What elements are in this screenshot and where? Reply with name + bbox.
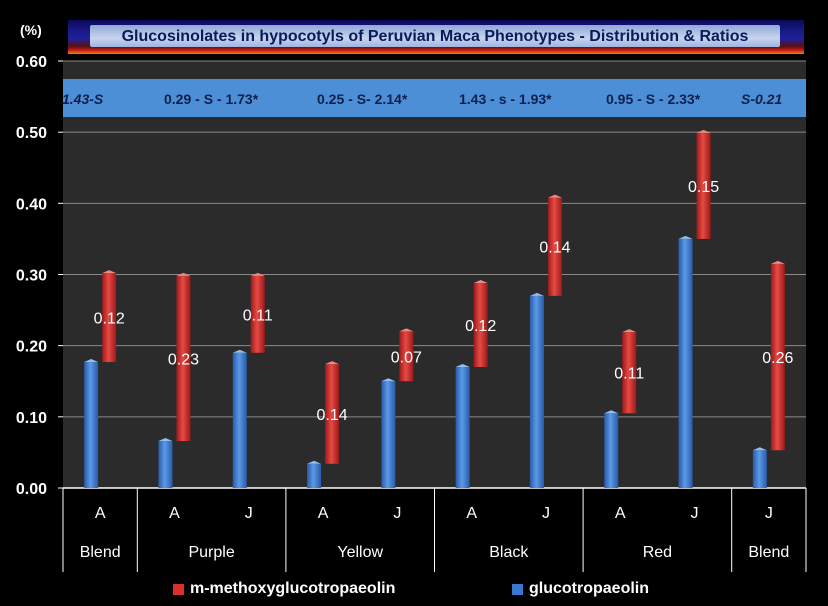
methoxy-bar-cap [696, 129, 711, 133]
methoxy-bar [325, 364, 340, 464]
methoxy-bar-cap [250, 272, 265, 276]
methoxy-bar [102, 273, 117, 363]
glucotropaeolin-bar [232, 352, 247, 488]
glucotropaeolin-bar [604, 413, 619, 488]
y-tick-label: 0.60 [16, 54, 47, 71]
x-category-label: J [765, 505, 773, 522]
methoxy-bar-cap [770, 260, 785, 264]
x-category-label: A [466, 505, 477, 522]
data-label: 0.11 [243, 307, 273, 324]
x-category-label: J [691, 505, 699, 522]
glucotropaeolin-bar-cap [232, 349, 247, 353]
glucotropaeolin-bar-cap [307, 460, 322, 464]
legend-swatch [173, 583, 184, 595]
data-label: 0.14 [316, 407, 347, 424]
data-label: 0.26 [762, 350, 793, 367]
data-label: 0.14 [539, 240, 570, 257]
x-group-label: Blend [748, 544, 789, 561]
glucotropaeolin-bar [752, 450, 767, 488]
methoxy-bar-cap [622, 329, 637, 333]
x-group-label: Yellow [337, 544, 383, 561]
glucotropaeolin-bar-cap [604, 410, 619, 414]
y-tick-label: 0.30 [16, 268, 47, 285]
methoxy-bar-cap [102, 270, 117, 274]
legend-swatch [512, 583, 523, 595]
ratio-label: 0.95 - S - 2.33* [606, 91, 701, 107]
x-group-label: Purple [188, 544, 234, 561]
chart-title-banner: Glucosinolates in hypocotyls of Peruvian… [68, 20, 804, 54]
glucotropaeolin-bar [381, 381, 396, 488]
methoxy-bar [770, 263, 785, 451]
x-category-label: J [245, 505, 253, 522]
data-label: 0.12 [465, 318, 496, 335]
ratio-label: 1.43 - s - 1.93* [459, 91, 552, 107]
ratio-banner [63, 79, 806, 117]
x-group-label: Black [489, 544, 529, 561]
glucotropaeolin-bar-cap [752, 447, 767, 451]
methoxy-bar [696, 132, 711, 239]
data-label: 0.11 [614, 366, 644, 383]
legend-item: glucotropaeolin [512, 578, 649, 600]
methoxy-bar-cap [325, 361, 340, 365]
glucotropaeolin-bar [84, 362, 99, 488]
glucotropaeolin-bar-cap [678, 235, 693, 239]
glucotropaeolin-bar-cap [158, 438, 173, 442]
chart-title: Glucosinolates in hypocotyls of Peruvian… [121, 28, 749, 45]
y-tick-label: 0.20 [16, 339, 47, 356]
x-category-label: A [95, 505, 106, 522]
legend-label: m-methoxyglucotropaeolin [190, 580, 396, 597]
x-group-label: Blend [80, 544, 121, 561]
methoxy-bar-cap [547, 194, 562, 198]
glucotropaeolin-bar [678, 238, 693, 488]
methoxy-bar-cap [399, 328, 414, 332]
glucotropaeolin-bar [455, 367, 470, 488]
x-category-label: A [318, 505, 329, 522]
methoxy-bar [547, 197, 562, 296]
methoxy-bar [176, 275, 191, 442]
methoxy-bar-cap [176, 272, 191, 276]
methoxy-bar [622, 332, 637, 414]
x-category-label: J [393, 505, 401, 522]
ratio-label: 0.25 - S- 2.14* [317, 91, 408, 107]
y-tick-label: 0.00 [16, 481, 47, 498]
glucotropaeolin-bar-cap [455, 364, 470, 368]
y-tick-label: 0.50 [16, 125, 47, 142]
glucotropaeolin-bar-cap [381, 378, 396, 382]
glucotropaeolin-bar-cap [529, 292, 544, 296]
y-tick-label: 0.40 [16, 196, 47, 213]
x-category-label: A [169, 505, 180, 522]
glucotropaeolin-bar [529, 295, 544, 488]
data-label: 0.12 [94, 311, 125, 328]
ratio-label: 1.43-S [62, 91, 104, 107]
methoxy-bar [250, 275, 265, 353]
legend-item: m-methoxyglucotropaeolin [173, 578, 395, 600]
y-axis-unit-label: (%) [20, 22, 42, 38]
chart-title-plate: Glucosinolates in hypocotyls of Peruvian… [90, 25, 780, 47]
legend-label: glucotropaeolin [529, 580, 649, 597]
y-tick-label: 0.10 [16, 410, 47, 427]
glucotropaeolin-bar-cap [84, 359, 99, 363]
glucotropaeolin-bar [307, 463, 322, 488]
x-category-label: A [615, 505, 626, 522]
methoxy-bar [399, 331, 414, 382]
x-group-label: Red [643, 544, 672, 561]
data-label: 0.23 [168, 351, 199, 368]
methoxy-bar-cap [473, 280, 488, 284]
methoxy-bar [473, 283, 488, 368]
ratio-label: 0.29 - S - 1.73* [164, 91, 259, 107]
data-label: 0.07 [391, 349, 422, 366]
data-label: 0.15 [688, 179, 719, 196]
ratio-label: S-0.21 [741, 91, 783, 107]
x-category-label: J [542, 505, 550, 522]
glucotropaeolin-bar [158, 441, 173, 488]
